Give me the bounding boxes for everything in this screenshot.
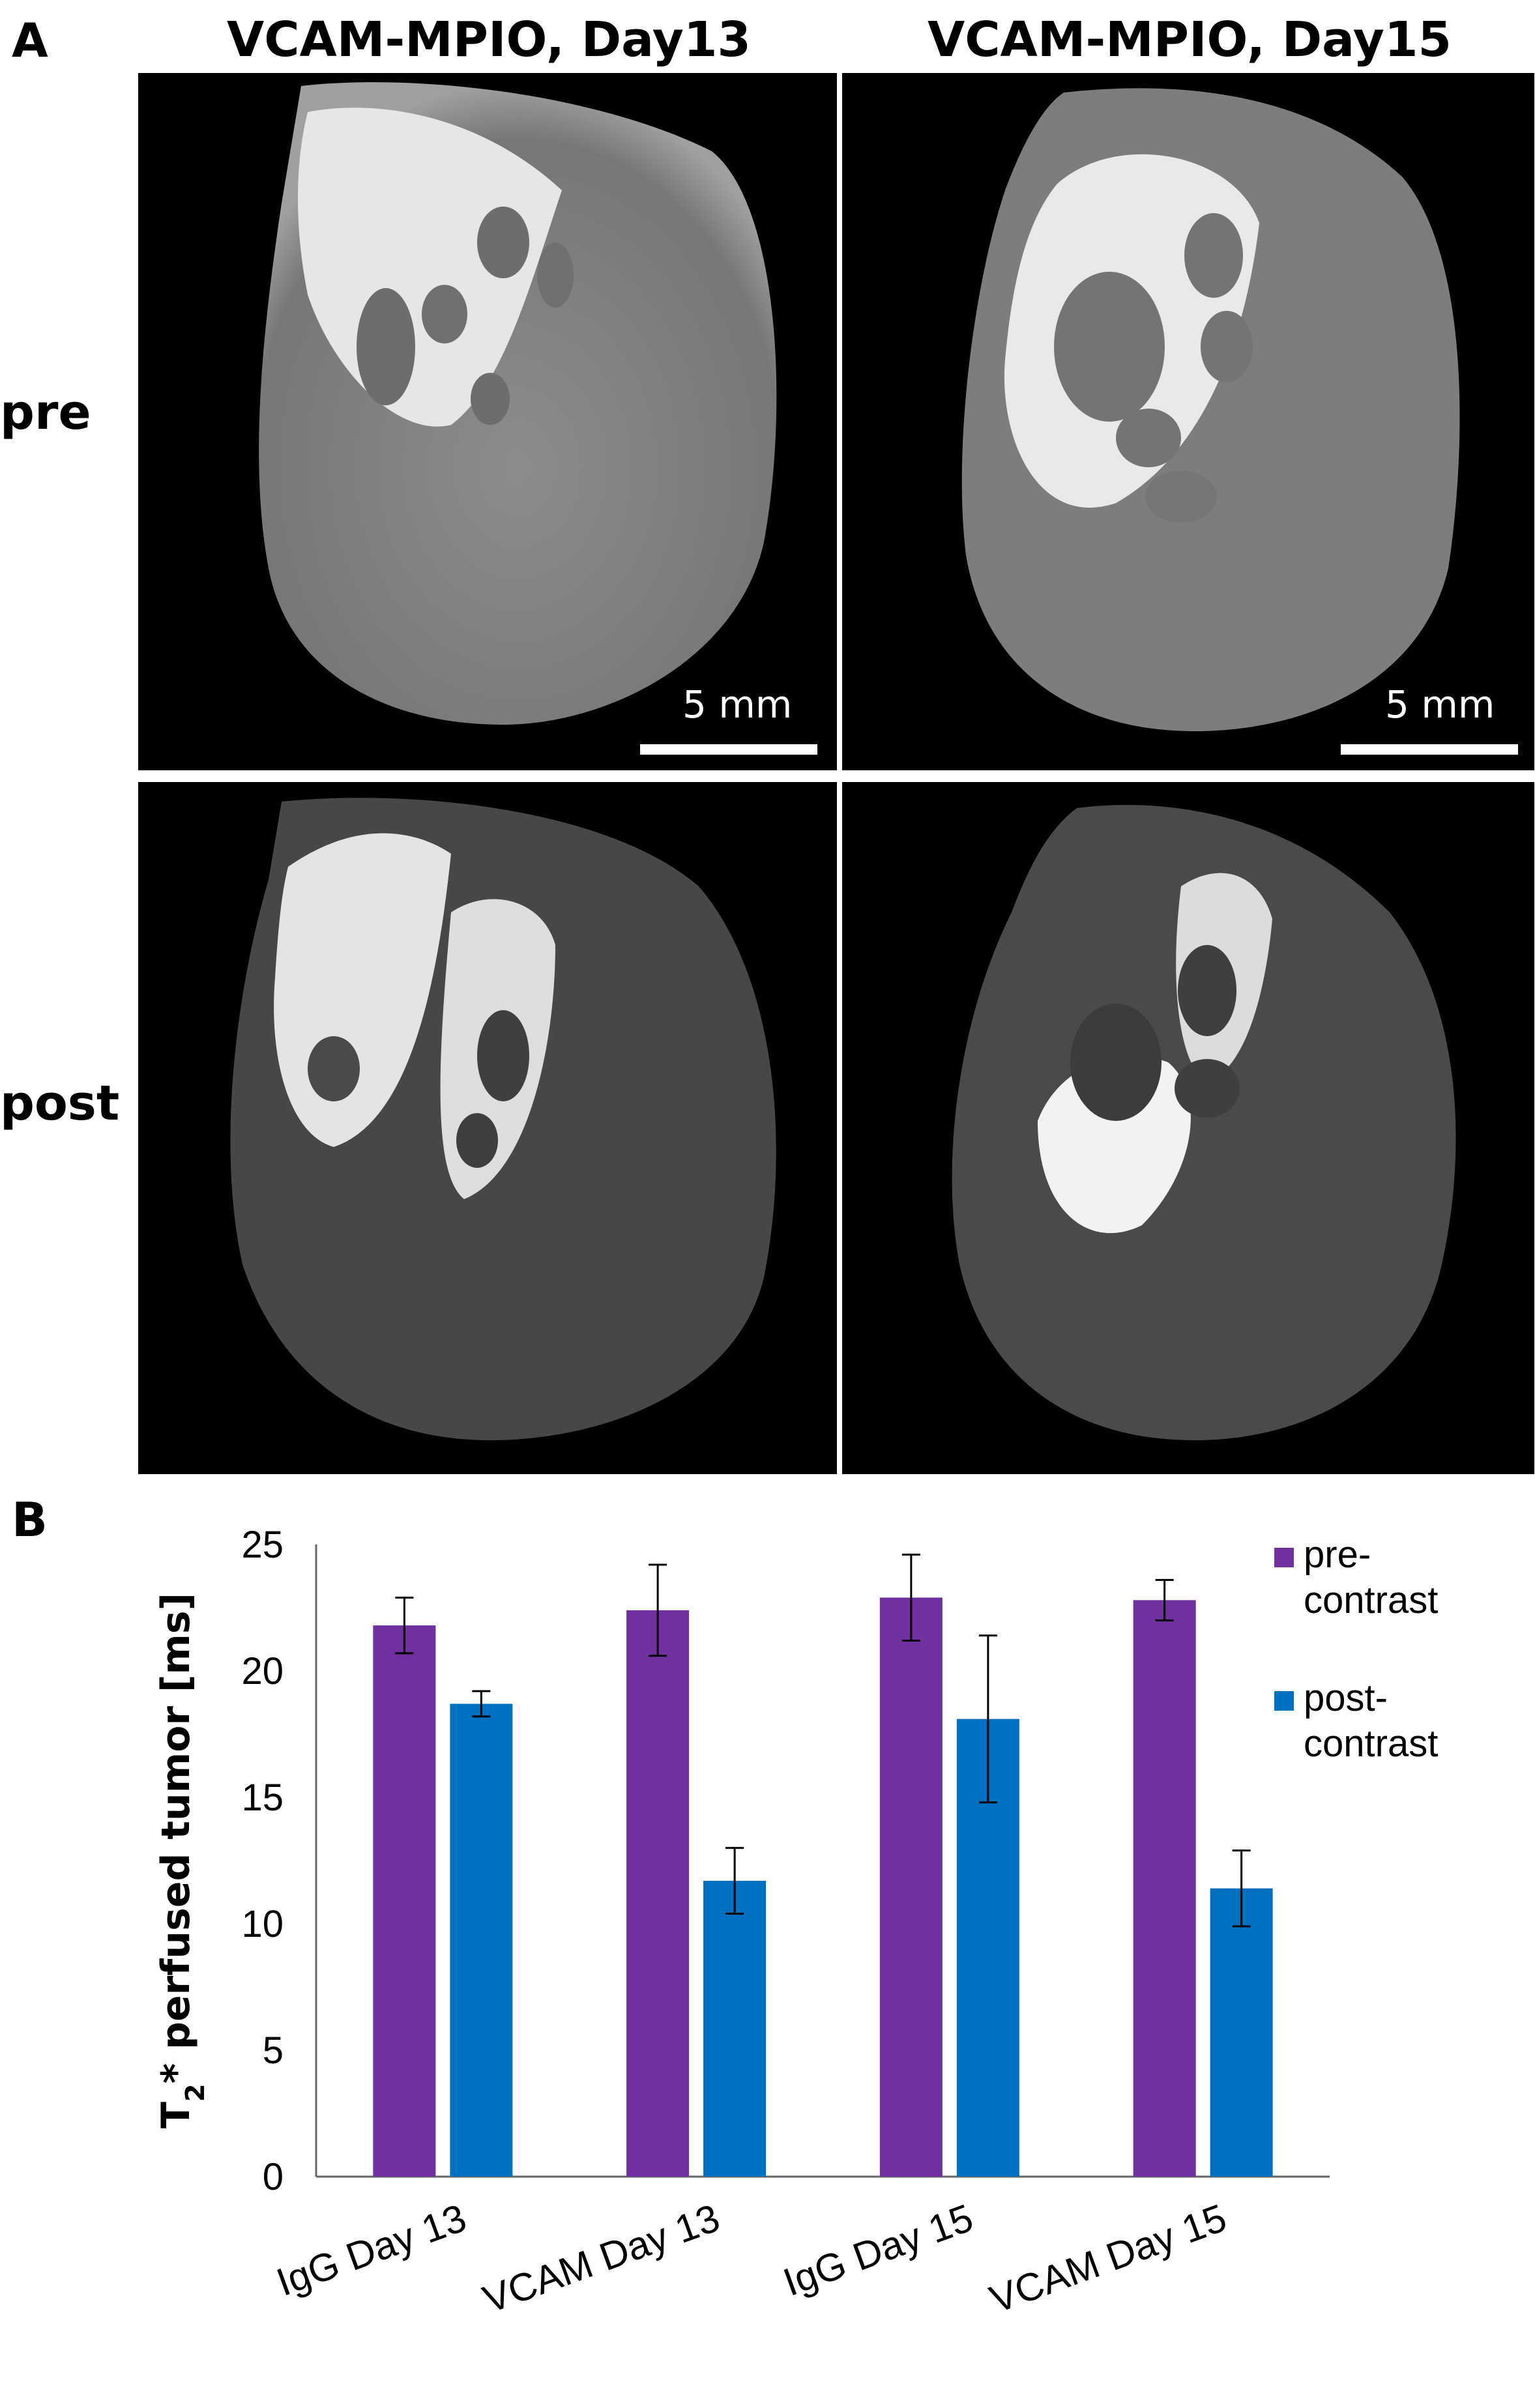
y-tick-label: 15 [241,1777,284,1819]
mri-image-day15-pre: 5 mm [842,73,1534,770]
mri-image-day13-post [138,782,837,1474]
bar-pre-1 [626,1610,690,2177]
legend-label: contrast [1304,1722,1438,1765]
scale-bar-day15 [1341,744,1518,755]
category-label: IgG Day 13 [271,2196,472,2304]
y-tick-label: 10 [241,1903,284,1945]
y-axis-label: T2* perfused tumor [ms] [153,1593,211,2128]
legend-swatch [1274,1548,1294,1567]
bar-pre-3 [1133,1600,1196,2177]
scale-bar-label-day13: 5 mm [682,682,793,727]
scale-bar-day13 [640,744,817,755]
row-label-pre: pre [0,384,91,441]
mri-image-day15-post [842,782,1534,1474]
y-tick-label: 0 [263,2156,284,2198]
y-tick-label: 20 [241,1650,284,1692]
bar-chart: 0 5 10 15 20 25 IgG Day 13 VCAM Day 13 IgG Day … [153,1524,1438,2321]
panel-a-letter: A [12,13,48,68]
column-title-day13: VCAM-MPIO, Day13 [226,12,752,68]
column-title-day15: VCAM-MPIO, Day15 [927,12,1452,68]
category-label: IgG Day 15 [778,2196,978,2304]
bar-post-3 [1210,1888,1273,2177]
bar-post-0 [450,1704,513,2177]
legend-swatch [1274,1691,1294,1711]
mri-image-day13-pre: 5 mm [138,73,837,770]
category-label: VCAM Day 15 [984,2196,1232,2321]
bar-post-1 [703,1881,767,2177]
category-label: VCAM Day 13 [477,2196,725,2321]
row-label-post: post [0,1075,120,1131]
panel-b-letter: B [12,1492,48,1547]
bar-pre-0 [373,1625,436,2177]
y-tick-label: 5 [263,2029,284,2072]
scale-bar-label-day15: 5 mm [1385,682,1495,727]
legend-label: pre- [1304,1533,1371,1576]
legend-label: post- [1304,1677,1388,1719]
bar-pre-2 [879,1597,943,2177]
y-tick-label: 25 [241,1524,284,1566]
legend-label: contrast [1304,1579,1438,1621]
